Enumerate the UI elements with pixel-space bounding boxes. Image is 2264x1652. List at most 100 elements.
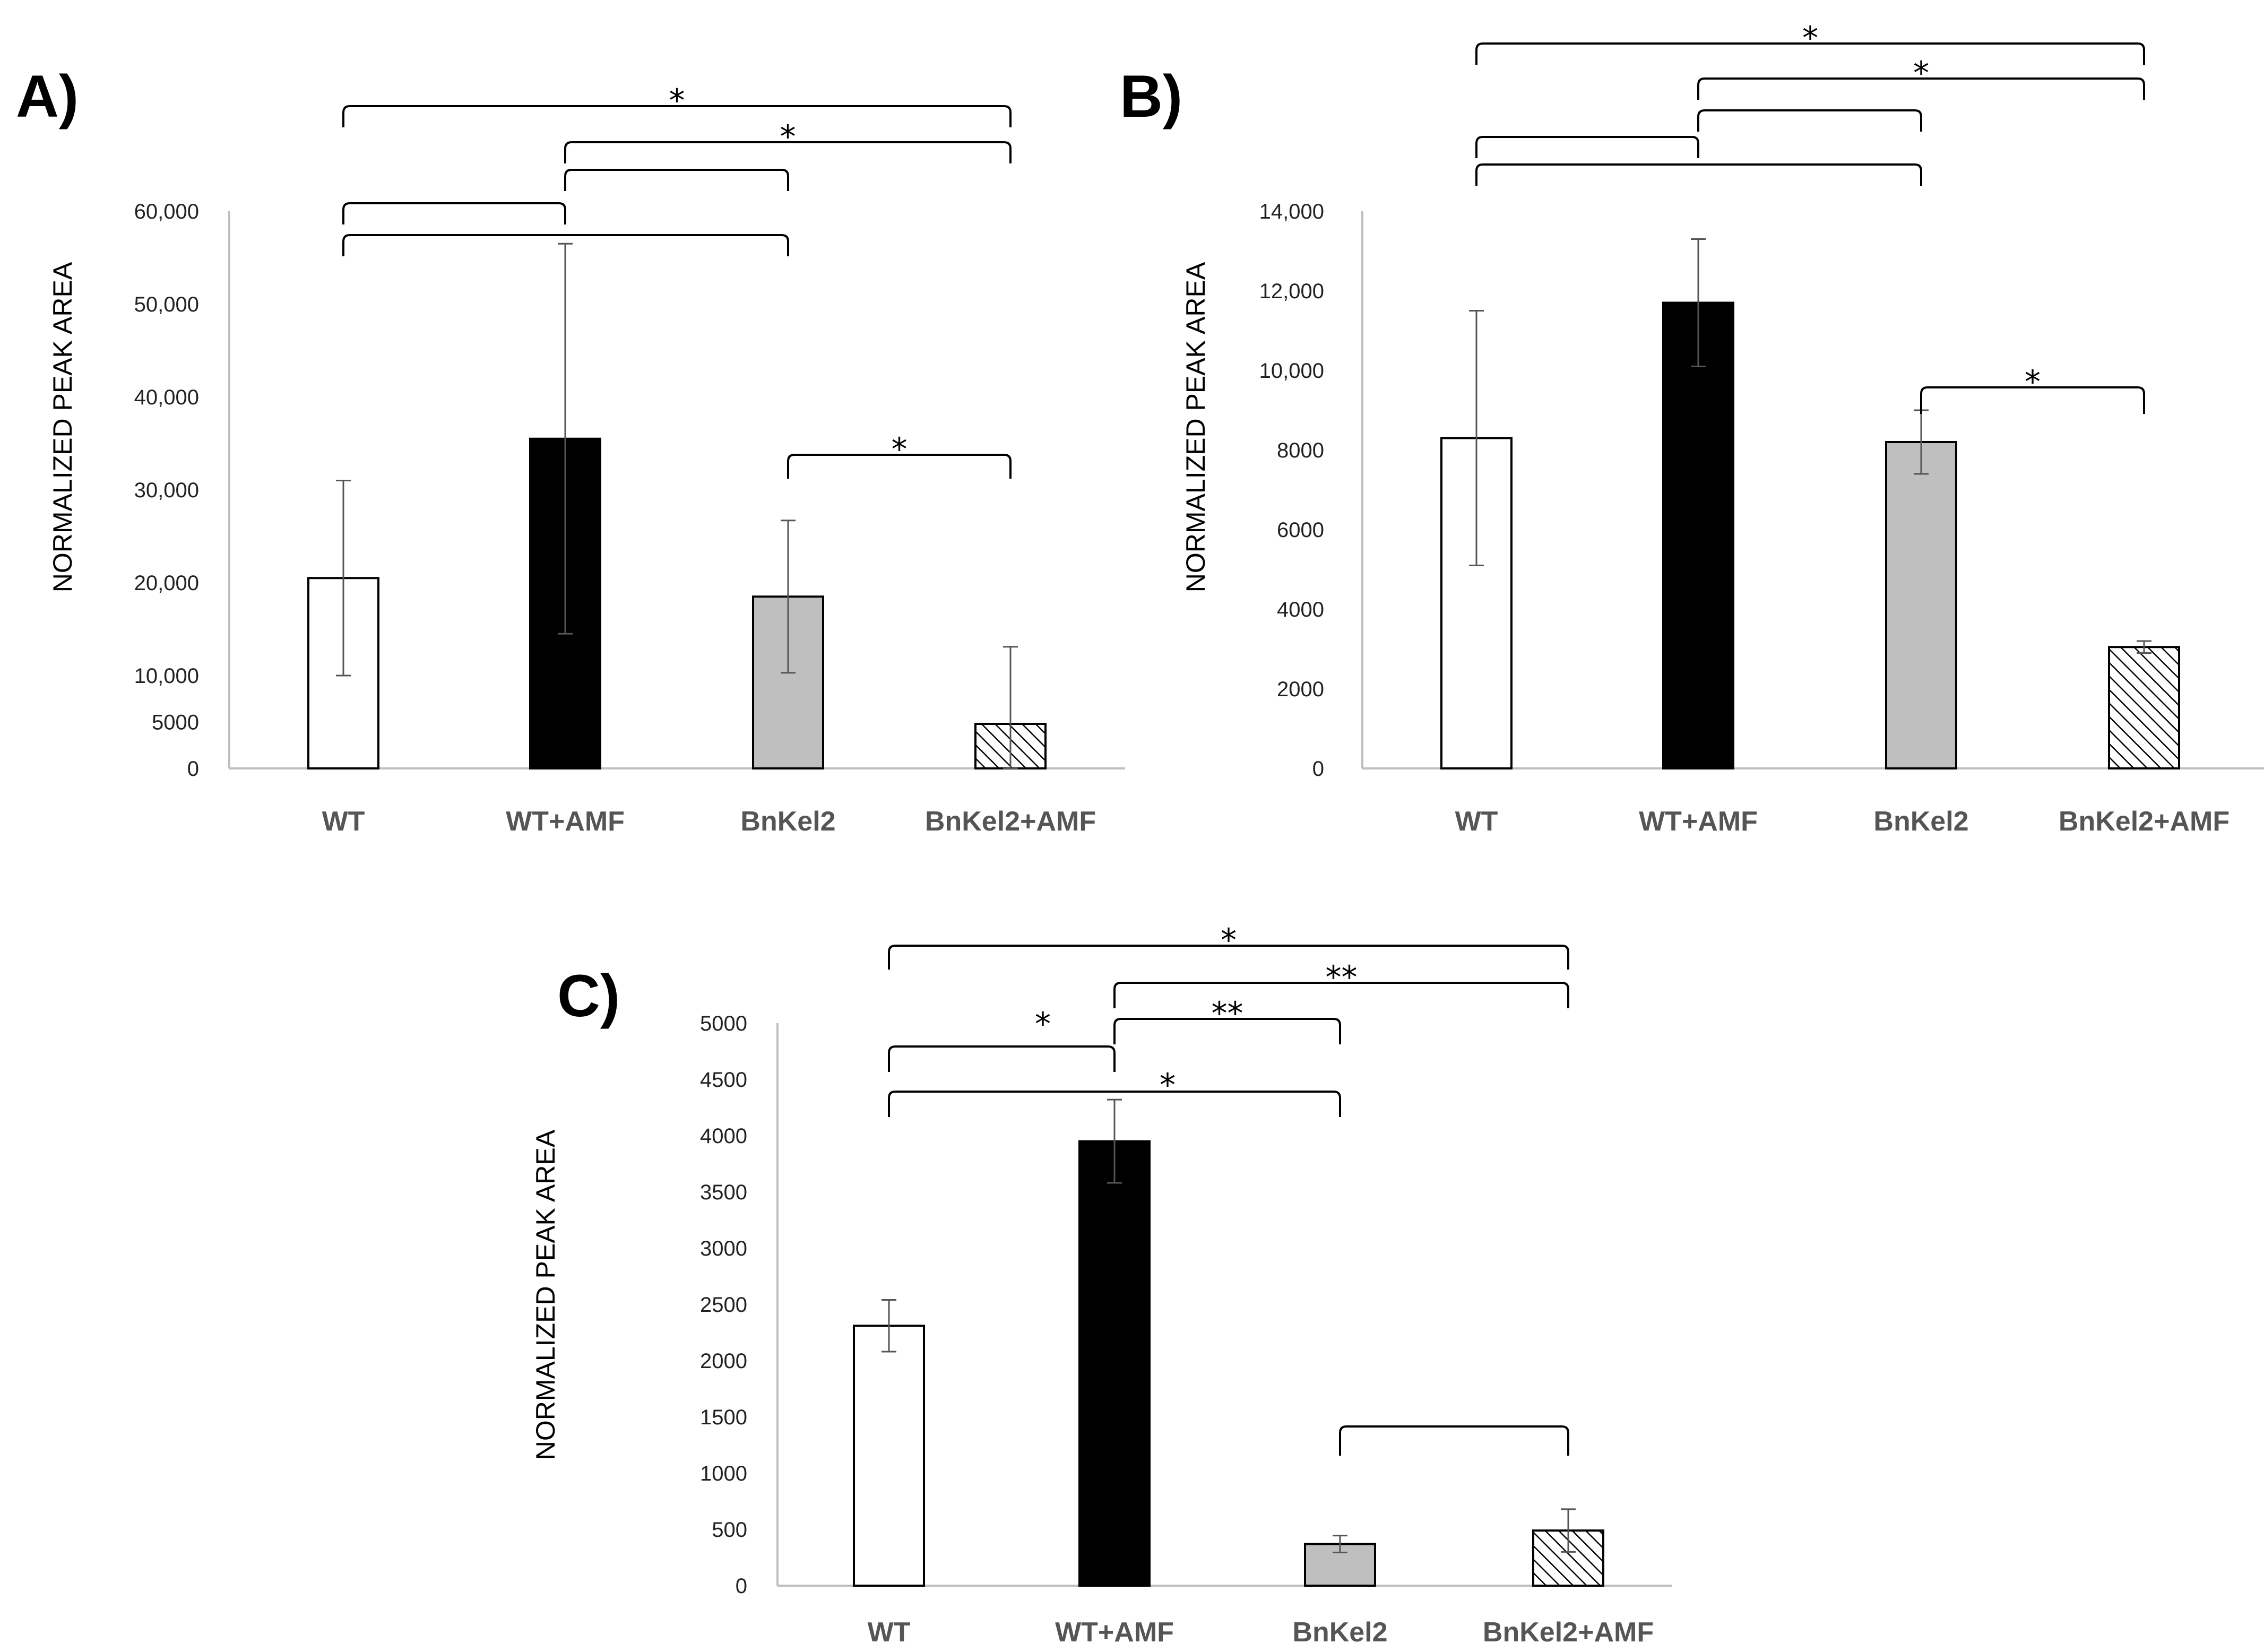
- significance-marker: *: [1913, 55, 1929, 92]
- panel-b-category-label: BnKel2: [1873, 806, 1968, 837]
- bracket-line: [787, 454, 1012, 479]
- panel-c-y-tick-label: 2500: [700, 1293, 747, 1317]
- panel-b-significance-bracket: [1475, 163, 1922, 186]
- panel-b-bar: [1440, 437, 1513, 769]
- bracket-line: [888, 1045, 1116, 1072]
- panel-a-y-tick-label: 20,000: [134, 572, 199, 595]
- bracket-line: [1113, 1018, 1341, 1044]
- panel-a-label: A): [16, 63, 79, 129]
- bracket-line: [888, 945, 1569, 970]
- panel-b-bar: [2108, 646, 2180, 769]
- panel-a-category-label: BnKel2+AMF: [925, 806, 1096, 837]
- panel-b-y-tick-label: 14,000: [1259, 200, 1324, 223]
- panel-b-y-tick-label: 12,000: [1259, 280, 1324, 303]
- panel-a-y-tick-label: 60,000: [134, 200, 199, 223]
- panel-c-bar: [1078, 1140, 1151, 1587]
- panel-b-error-bar: [2137, 640, 2151, 654]
- panel-a-significance-bracket: *: [342, 82, 1012, 127]
- panel-c-category-label: BnKel2: [1292, 1617, 1387, 1648]
- significance-marker: *: [892, 431, 908, 468]
- panel-b-bar: [1662, 301, 1734, 769]
- panel-c-y-tick-label: 3500: [700, 1181, 747, 1204]
- panel-a-error-bar: [558, 243, 573, 635]
- panel-b-significance-bracket: *: [1475, 20, 2145, 65]
- panel-c-error-bar: [1107, 1099, 1122, 1184]
- panel-b-error-bar: [1691, 238, 1706, 367]
- significance-marker: *: [2025, 364, 2041, 401]
- panel-b-category-label: BnKel2+AMF: [2059, 806, 2230, 837]
- panel-c-significance-bracket: *: [888, 922, 1569, 970]
- panel-a-y-tick-label: 50,000: [134, 293, 199, 316]
- panel-b-label: B): [1120, 63, 1182, 129]
- panel-b-chart: B) NORMALIZED PEAK AREA 0 2000 4000 6000 8000 1…: [1120, 20, 2264, 837]
- panel-b-significance-bracket: *: [1697, 55, 2145, 100]
- significance-marker: **: [1326, 959, 1358, 996]
- panel-b-y-tick-label: 2000: [1277, 678, 1324, 701]
- panel-c-y-axis-label: NORMALIZED PEAK AREA: [531, 1129, 560, 1460]
- panel-b-significance-bracket: [1697, 109, 1922, 132]
- panel-a-error-bar: [781, 520, 796, 674]
- panel-b-significance-bracket: *: [1920, 364, 2145, 414]
- panel-b-y-tick-label: 8000: [1277, 439, 1324, 462]
- panel-c-bar: [853, 1325, 925, 1587]
- panel-b-category-label: WT: [1455, 806, 1498, 837]
- significance-marker: *: [1160, 1067, 1176, 1104]
- bracket-line: [564, 141, 1012, 163]
- panel-c-category-label: WT: [868, 1617, 911, 1648]
- panel-c-significance-bracket: *: [888, 1006, 1116, 1072]
- bracket-line: [1339, 1425, 1569, 1456]
- panel-c-y-tick-label: 1500: [700, 1406, 747, 1429]
- panel-a-significance-bracket: *: [564, 118, 1012, 163]
- panel-c-error-bar: [882, 1299, 896, 1353]
- panel-a-significance-bracket: *: [787, 431, 1012, 479]
- panel-b-significance-bracket: [1475, 136, 1699, 158]
- panel-c-error-bar: [1561, 1508, 1576, 1553]
- panel-a-significance-bracket: [342, 202, 566, 224]
- panel-a-significance-bracket: [564, 169, 789, 191]
- panel-a-y-tick-label: 5000: [152, 711, 199, 734]
- panel-a-chart: A) NORMALIZED PEAK AREA 0 5000 10,000 20,000 3…: [16, 63, 1125, 837]
- panel-a-y-tick-label: 40,000: [134, 386, 199, 409]
- panel-a-y-tick-label: 30,000: [134, 479, 199, 502]
- panel-c-category-label: WT+AMF: [1055, 1617, 1174, 1648]
- significance-marker: *: [1802, 20, 1818, 57]
- panel-c-label: C): [557, 963, 620, 1029]
- panel-c-y-tick-label: 0: [736, 1575, 747, 1598]
- bracket-line: [342, 234, 789, 256]
- panel-c-chart: C) NORMALIZED PEAK AREA 0 500 1000 1500 2000 25…: [531, 922, 1672, 1648]
- panel-c-y-tick-label: 500: [712, 1518, 747, 1542]
- bracket-line: [342, 202, 566, 224]
- panel-a-significance-bracket: [342, 234, 789, 256]
- panel-c-y-tick-label: 2000: [700, 1350, 747, 1373]
- bracket-line: [1697, 77, 2145, 100]
- bracket-line: [888, 1091, 1341, 1117]
- panel-a-error-bar: [1003, 646, 1018, 769]
- panel-c-category-label: BnKel2+AMF: [1483, 1617, 1654, 1648]
- significance-marker: *: [1221, 922, 1237, 959]
- bracket-line: [1475, 136, 1699, 158]
- significance-marker: *: [780, 118, 796, 155]
- panel-b-y-axis-label: NORMALIZED PEAK AREA: [1181, 262, 1211, 592]
- panel-b-category-label: WT+AMF: [1639, 806, 1758, 837]
- significance-marker: *: [669, 82, 685, 119]
- bracket-line: [564, 169, 789, 191]
- panel-c-y-tick-label: 1000: [700, 1462, 747, 1485]
- panel-c-y-tick-label: 3000: [700, 1237, 747, 1260]
- panel-a-category-label: WT+AMF: [506, 806, 625, 837]
- panel-b-y-tick-label: 6000: [1277, 518, 1324, 542]
- bracket-line: [1920, 386, 2145, 414]
- panel-a-category-label: WT: [322, 806, 365, 837]
- panel-a-y-axis-label: NORMALIZED PEAK AREA: [48, 262, 77, 592]
- significance-marker: *: [1035, 1006, 1051, 1043]
- panel-a-category-label: BnKel2: [740, 806, 835, 837]
- panel-c-significance-bracket: **: [1113, 959, 1569, 1008]
- panel-c-y-tick-label: 4500: [700, 1068, 747, 1092]
- bracket-line: [1475, 42, 2145, 65]
- panel-a-error-bar: [336, 480, 351, 677]
- panel-b-y-tick-label: 10,000: [1259, 359, 1324, 383]
- panel-b-y-tick-label: 0: [1312, 757, 1324, 781]
- bracket-line: [1697, 109, 1922, 132]
- panel-b-y-tick-label: 4000: [1277, 598, 1324, 621]
- panel-c-bar: [1304, 1543, 1376, 1587]
